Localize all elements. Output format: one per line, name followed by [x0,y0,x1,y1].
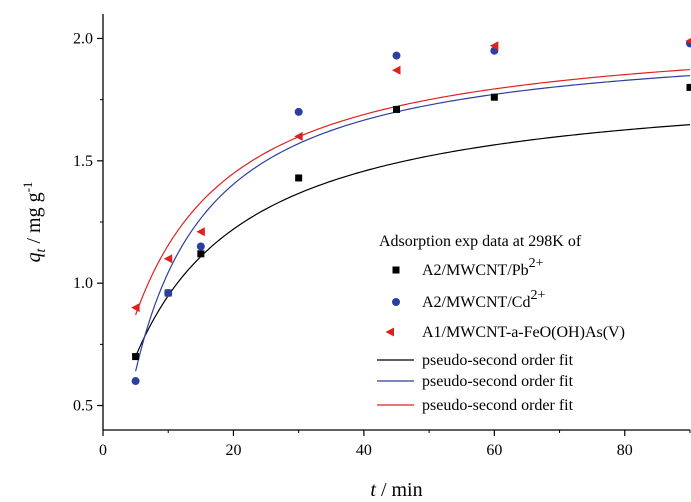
data-point [131,377,140,386]
data-point [132,353,140,361]
x-tick-label: 0 [99,442,107,459]
legend-marker [385,327,394,337]
legend-label-text: pseudo-second order fit [422,373,574,390]
data-point [196,227,205,237]
legend-label-sup: 2+ [529,256,544,271]
legend-label-text: A2/MWCNT/Cd [422,294,530,311]
data-point [490,93,498,101]
x-tick-label: 40 [356,442,372,459]
y-axis-sup: -1 [20,182,35,193]
y-tick-label: 0.5 [73,398,93,415]
legend-label-text: A2/MWCNT/Pb [422,262,529,279]
y-axis-sub: t [34,247,49,252]
data-point [197,250,205,258]
x-tick-label: 80 [617,442,633,459]
data-point [294,107,303,116]
legend-label: pseudo-second order fit [422,373,574,390]
y-tick-label: 2.0 [73,30,93,47]
legend-label-text: pseudo-second order fit [422,352,574,369]
legend-label-text: A1/MWCNT-a-FeO(OH)As(V) [422,324,625,341]
y-tick-label: 1.5 [73,153,93,170]
legend-marker [392,298,400,306]
data-point [163,254,173,264]
data-point [685,38,691,44]
data-point [489,41,499,51]
fit-curve-2 [135,74,691,372]
legend-title: Adsorption exp data at 298K of [379,233,582,250]
data-points [131,38,691,386]
x-axis-title: t / min [370,479,422,501]
y-axis-title: qt / mg g-1 [20,182,49,263]
data-point [295,174,303,182]
legend-marker [392,266,400,274]
y-axis-var: q [23,252,45,262]
data-point [164,288,173,297]
data-point [131,303,140,313]
x-tick-label: 60 [486,442,502,459]
legend-label-text: pseudo-second order fit [422,397,574,414]
legend-label: A2/MWCNT/Cd2+ [422,288,545,311]
x-axis-var: t [370,479,376,501]
y-axis-unit: / mg g [23,192,45,248]
data-point [196,242,205,251]
legend-label: A1/MWCNT-a-FeO(OH)As(V) [422,324,625,341]
data-point [393,105,400,113]
data-point [392,51,401,60]
y-tick-label: 1.0 [73,275,93,292]
x-axis-unit: / min [376,479,423,501]
data-point [294,131,303,141]
legend-label: A2/MWCNT/Pb2+ [422,256,544,279]
axes: 0 20 40 60 80 0.5 1.0 1.5 2.0 [73,14,691,459]
x-tick-label: 20 [225,442,241,459]
fit-curve-1 [135,124,691,357]
fit-curve-3 [135,68,691,316]
fit-curves [135,68,691,372]
legend-label-sup: 2+ [530,288,545,303]
legend: Adsorption exp data at 298K of A2/MWCNT/P… [377,233,625,414]
data-point [686,83,691,91]
legend-label: pseudo-second order fit [422,397,574,414]
legend-label: pseudo-second order fit [422,352,574,369]
data-point [392,65,401,75]
